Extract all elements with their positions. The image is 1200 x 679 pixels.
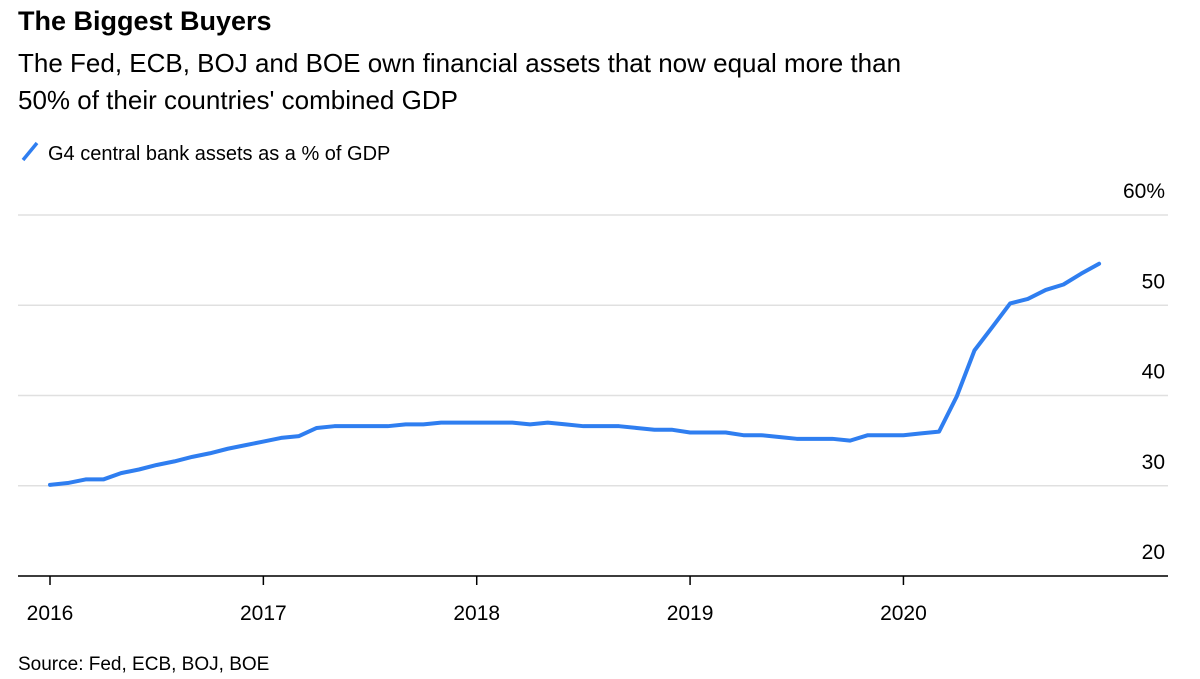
chart-subtitle: 50% of their countries' combined GDP [18,85,458,115]
y-tick-label: 30 [1142,451,1165,474]
legend-label: G4 central bank assets as a % of GDP [48,143,390,165]
y-tick-label: 40 [1142,361,1165,384]
chart-subtitle: The Fed, ECB, BOJ and BOE own financial … [18,48,901,78]
y-tick-label: 50 [1142,270,1165,293]
x-tick-label: 2016 [27,602,74,625]
y-tick-label: 60% [1123,180,1165,203]
chart-title: The Biggest Buyers [18,6,272,36]
x-tick-label: 2017 [240,602,287,625]
x-tick-label: 2018 [453,602,500,625]
x-tick-label: 2020 [880,602,927,625]
x-tick-label: 2019 [667,602,714,625]
legend-swatch [21,141,39,162]
source: Source: Fed, ECB, BOJ, BOE [18,654,269,675]
data-line [48,261,1102,487]
y-tick-label: 20 [1142,541,1165,564]
